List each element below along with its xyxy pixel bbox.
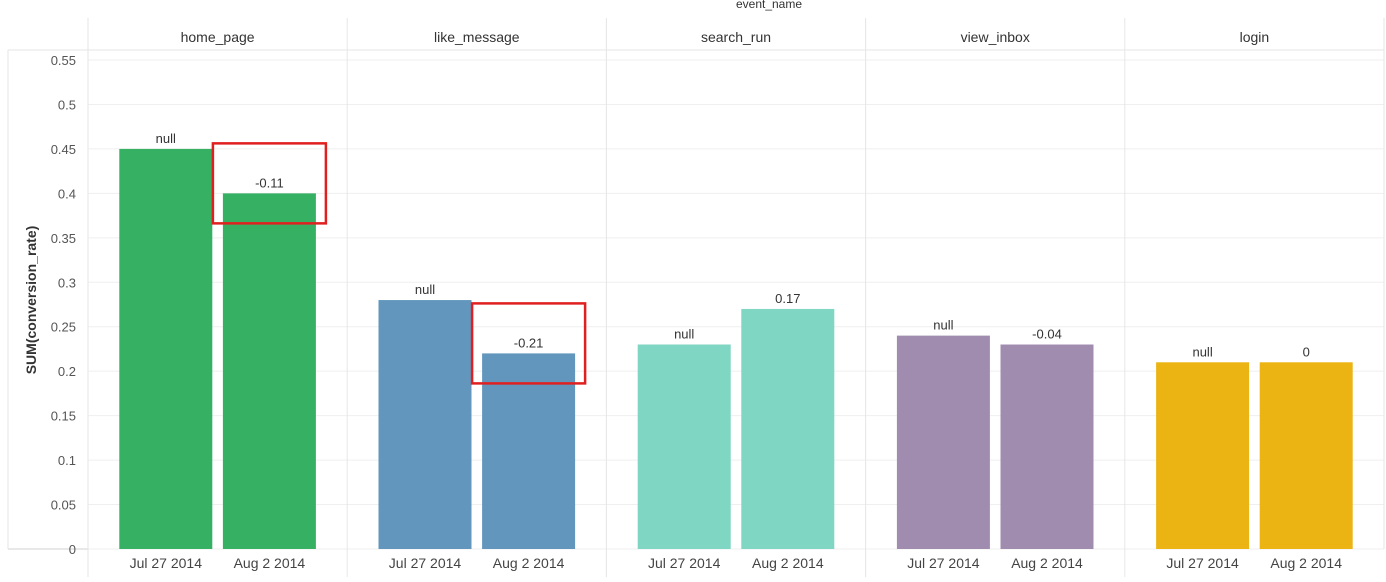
y-tick-label: 0 xyxy=(69,542,76,557)
panel-header-label: search_run xyxy=(701,29,771,45)
panel-header-label: login xyxy=(1240,29,1270,45)
bar xyxy=(741,308,835,549)
bar-data-label: -0.11 xyxy=(255,175,284,190)
x-tick-label: Aug 2 2014 xyxy=(234,555,306,571)
bar xyxy=(222,193,316,549)
y-tick-label: 0.15 xyxy=(51,409,76,424)
bar-data-label: -0.21 xyxy=(514,335,544,350)
bar-data-label: null xyxy=(156,131,176,146)
bar-data-label: null xyxy=(1192,344,1212,359)
bar-data-label: 0 xyxy=(1303,344,1310,359)
y-tick-label: 0.05 xyxy=(51,498,76,513)
y-tick-label: 0.3 xyxy=(58,275,76,290)
panel-header-label: like_message xyxy=(434,29,520,45)
y-tick-label: 0.4 xyxy=(58,186,76,201)
y-tick-label: 0.55 xyxy=(51,53,76,68)
bar xyxy=(637,344,731,549)
x-tick-label: Jul 27 2014 xyxy=(648,555,721,571)
y-tick-label: 0.2 xyxy=(58,364,76,379)
y-tick-label: 0.1 xyxy=(58,453,76,468)
x-tick-label: Jul 27 2014 xyxy=(130,555,203,571)
bar-data-label: null xyxy=(674,327,694,342)
x-tick-label: Jul 27 2014 xyxy=(907,555,980,571)
y-tick-label: 0.5 xyxy=(58,97,76,112)
bar-data-label: 0.17 xyxy=(775,291,800,306)
bar xyxy=(1000,344,1094,549)
y-axis-label: SUM(conversion_rate) xyxy=(23,226,39,375)
y-axis: 0 0.05 0.1 0.15 0.2 0.25 0.3 0.35 0.4 0.45 0.5 0.55 xyxy=(51,53,76,557)
x-tick-label: Aug 2 2014 xyxy=(493,555,565,571)
panel-header-label: home_page xyxy=(181,29,255,45)
highlight-box xyxy=(211,142,328,225)
highlight-box xyxy=(470,302,587,385)
bar xyxy=(119,148,213,549)
panel-login: login null Jul 27 2014 0 Aug 2 2014 xyxy=(1124,18,1385,577)
x-tick-label: Jul 27 2014 xyxy=(1166,555,1239,571)
x-tick-label: Aug 2 2014 xyxy=(1011,555,1083,571)
x-tick-label: Aug 2 2014 xyxy=(752,555,824,571)
x-tick-label: Jul 27 2014 xyxy=(389,555,462,571)
panel-header-label: view_inbox xyxy=(961,29,1030,45)
bar-data-label: -0.04 xyxy=(1032,327,1062,342)
bar-data-label: null xyxy=(933,318,953,333)
y-tick-label: 0.45 xyxy=(51,142,76,157)
column-header-title: event_name xyxy=(736,0,802,11)
bar-data-label: null xyxy=(415,282,435,297)
bar xyxy=(1156,362,1250,549)
bar xyxy=(378,300,472,549)
bar xyxy=(1259,362,1353,549)
y-tick-label: 0.35 xyxy=(51,231,76,246)
bar xyxy=(896,335,990,549)
bar xyxy=(482,353,576,549)
y-tick-label: 0.25 xyxy=(51,320,76,335)
x-tick-label: Aug 2 2014 xyxy=(1270,555,1342,571)
